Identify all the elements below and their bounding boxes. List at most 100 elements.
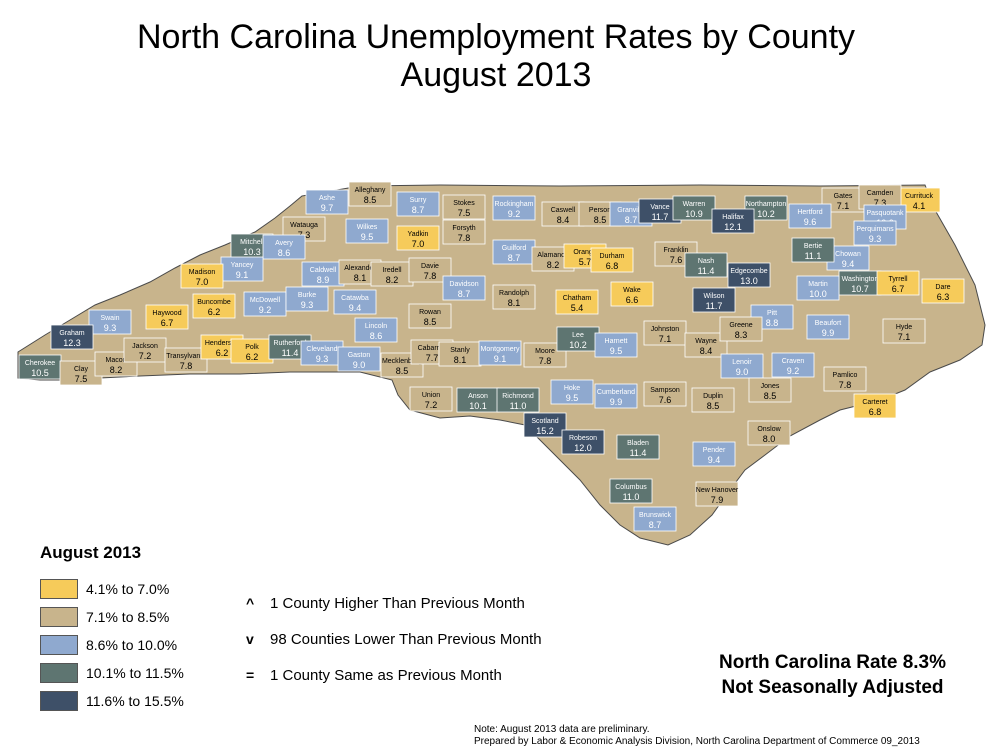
legend-label: 11.6% to 15.5% — [86, 693, 184, 709]
county-shape — [396, 225, 440, 251]
monthly-change-summary: ^ 1 County Higher Than Previous Month v … — [246, 585, 542, 693]
county-name-label: Franklin — [664, 247, 689, 254]
county-rate-label: 6.8 — [606, 261, 619, 271]
county-shape — [719, 316, 763, 342]
county-name-label: Wayne — [695, 338, 717, 345]
county-name-label: Wilkes — [357, 224, 378, 231]
county-rate-label: 13.0 — [740, 276, 758, 286]
county-shape — [771, 352, 815, 378]
county-name-label: Madison — [189, 269, 216, 276]
county-rate-label: 9.3 — [316, 354, 329, 364]
note-prepared-by: Prepared by Labor & Economic Analysis Di… — [474, 736, 920, 747]
county-name-label: Craven — [782, 358, 805, 365]
county-name-label: Forsyth — [452, 225, 475, 232]
county-shape — [396, 191, 440, 217]
county-rate-label: 11.7 — [652, 212, 669, 222]
county-name-label: Yancey — [231, 262, 254, 269]
county-shape — [550, 379, 594, 405]
county-rate-label: 7.8 — [839, 380, 852, 390]
county-name-label: Ashe — [319, 195, 335, 202]
county-rate-label: 9.2 — [508, 209, 521, 219]
county-name-label: Camden — [867, 190, 894, 197]
county-name-label: Duplin — [703, 393, 723, 400]
county-rate-label: 8.5 — [364, 195, 377, 205]
county-shape — [300, 340, 344, 366]
county-name-label: Avery — [275, 240, 293, 247]
county-shape — [523, 342, 567, 368]
county-shape — [88, 309, 132, 335]
title-line-2: August 2013 — [400, 56, 592, 94]
legend-item: 11.6% to 15.5% — [40, 687, 184, 715]
county-map: Alleghany8.5Ashe9.7Surry8.7Stokes7.5Rock… — [17, 181, 986, 546]
county-rate-label: 6.6 — [626, 295, 639, 305]
legend-swatch — [40, 663, 78, 683]
county-rate-label: 9.1 — [236, 270, 249, 280]
county-name-label: Cherokee — [25, 360, 55, 367]
county-name-label: Columbus — [615, 484, 647, 491]
county-rate-label: 7.9 — [711, 495, 724, 505]
county-rate-label: 11.4 — [698, 266, 715, 276]
county-name-label: Catawba — [341, 295, 369, 302]
county-shape — [727, 262, 771, 288]
county-rate-label: 6.2 — [208, 307, 221, 317]
county-name-label: Gaston — [348, 352, 371, 359]
county-name-label: Swain — [100, 315, 119, 322]
county-shape — [748, 377, 792, 403]
county-shape — [145, 304, 189, 330]
county-rate-label: 8.1 — [508, 298, 521, 308]
county-shape — [633, 506, 677, 532]
county-name-label: Pender — [703, 447, 726, 454]
county-shape — [220, 256, 264, 282]
county-name-label: Tyrrell — [888, 276, 908, 283]
county-rate-label: 8.5 — [594, 215, 607, 225]
county-shape — [853, 220, 897, 246]
county-shape — [541, 201, 585, 227]
county-shape — [692, 441, 736, 467]
county-name-label: Lee — [572, 332, 584, 339]
county-name-label: Montgomery — [481, 346, 520, 353]
state-rate-line-2: Not Seasonally Adjusted — [721, 677, 944, 698]
county-rate-label: 6.8 — [869, 407, 882, 417]
county-rate-label: 9.0 — [353, 360, 366, 370]
county-shape — [492, 195, 536, 221]
county-name-label: Clay — [74, 366, 89, 373]
county-shape — [164, 347, 208, 373]
county-shape — [492, 284, 536, 310]
county-name-label: Cabarrus — [418, 345, 447, 352]
county-name-label: Edgecombe — [730, 268, 767, 275]
county-rate-label: 9.9 — [822, 328, 835, 338]
county-rate-label: 9.3 — [869, 234, 882, 244]
county-rate-label: 8.7 — [458, 289, 471, 299]
county-name-label: Cleveland — [306, 346, 337, 353]
county-name-label: Burke — [298, 292, 316, 299]
county-rate-label: 8.2 — [547, 260, 560, 270]
county-rate-label: 10.7 — [851, 284, 869, 294]
change-lower-text: 98 Counties Lower Than Previous Month — [270, 630, 542, 648]
county-shape — [442, 219, 486, 245]
county-rate-label: 8.4 — [557, 215, 570, 225]
county-shape — [370, 261, 414, 287]
county-rate-label: 10.3 — [243, 247, 261, 257]
legend-item: 7.1% to 8.5% — [40, 603, 184, 631]
up-symbol: ^ — [246, 595, 255, 611]
